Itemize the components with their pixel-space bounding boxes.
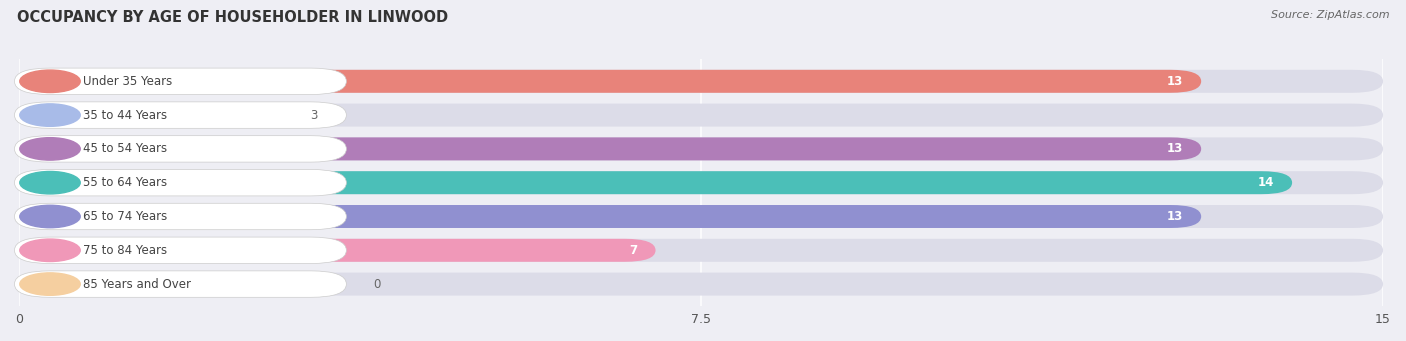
FancyBboxPatch shape [20, 205, 1201, 228]
Circle shape [20, 205, 80, 228]
Text: 13: 13 [1167, 75, 1182, 88]
Text: 45 to 54 Years: 45 to 54 Years [83, 143, 167, 155]
FancyBboxPatch shape [14, 169, 346, 196]
FancyBboxPatch shape [20, 70, 1384, 93]
Circle shape [20, 138, 80, 160]
Text: 85 Years and Over: 85 Years and Over [83, 278, 191, 291]
Text: 13: 13 [1167, 210, 1182, 223]
Text: 75 to 84 Years: 75 to 84 Years [83, 244, 167, 257]
Text: 14: 14 [1257, 176, 1274, 189]
Text: Source: ZipAtlas.com: Source: ZipAtlas.com [1271, 10, 1389, 20]
FancyBboxPatch shape [20, 104, 292, 127]
FancyBboxPatch shape [20, 104, 1384, 127]
FancyBboxPatch shape [20, 205, 1384, 228]
FancyBboxPatch shape [20, 171, 1384, 194]
Text: 35 to 44 Years: 35 to 44 Years [83, 108, 167, 122]
Text: Under 35 Years: Under 35 Years [83, 75, 173, 88]
Circle shape [20, 172, 80, 194]
FancyBboxPatch shape [20, 137, 1384, 160]
Text: 65 to 74 Years: 65 to 74 Years [83, 210, 167, 223]
FancyBboxPatch shape [14, 68, 346, 94]
Text: 0: 0 [374, 278, 381, 291]
FancyBboxPatch shape [20, 171, 1292, 194]
Circle shape [20, 104, 80, 126]
Circle shape [20, 239, 80, 262]
FancyBboxPatch shape [20, 239, 1384, 262]
FancyBboxPatch shape [20, 239, 655, 262]
Text: 7: 7 [630, 244, 637, 257]
FancyBboxPatch shape [20, 272, 1384, 296]
Circle shape [20, 70, 80, 92]
FancyBboxPatch shape [20, 70, 1201, 93]
Circle shape [20, 273, 80, 295]
FancyBboxPatch shape [14, 136, 346, 162]
FancyBboxPatch shape [14, 102, 346, 128]
FancyBboxPatch shape [20, 137, 1201, 160]
FancyBboxPatch shape [14, 237, 346, 264]
Text: 55 to 64 Years: 55 to 64 Years [83, 176, 167, 189]
Text: OCCUPANCY BY AGE OF HOUSEHOLDER IN LINWOOD: OCCUPANCY BY AGE OF HOUSEHOLDER IN LINWO… [17, 10, 449, 25]
Text: 13: 13 [1167, 143, 1182, 155]
Text: 3: 3 [309, 108, 318, 122]
FancyBboxPatch shape [14, 271, 346, 297]
FancyBboxPatch shape [14, 203, 346, 230]
